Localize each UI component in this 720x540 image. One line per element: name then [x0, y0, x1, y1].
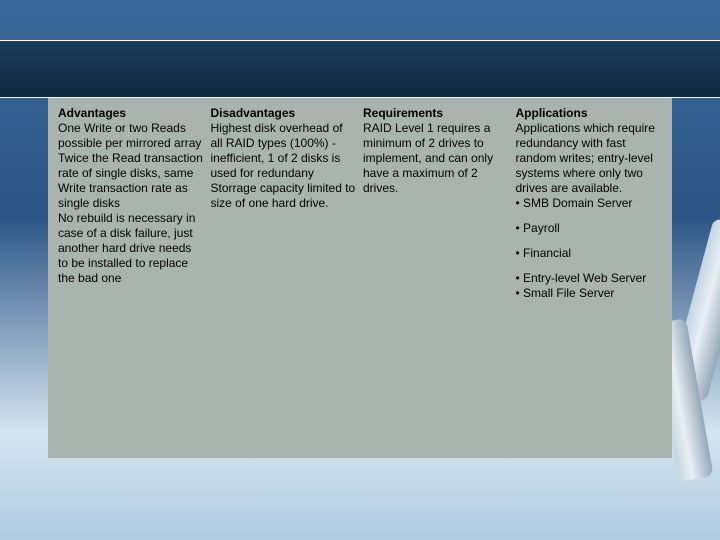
- column-heading: Advantages: [58, 106, 205, 121]
- column-advantages: Advantages One Write or two Reads possib…: [58, 106, 211, 301]
- column-heading: Requirements: [363, 106, 510, 121]
- content-panel: Advantages One Write or two Reads possib…: [48, 98, 672, 458]
- header-band: [0, 40, 720, 98]
- bullet-item: • Payroll: [516, 221, 663, 236]
- column-requirements: Requirements RAID Level 1 requires a min…: [363, 106, 516, 301]
- column-body: Highest disk overhead of all RAID types …: [211, 121, 358, 211]
- columns-container: Advantages One Write or two Reads possib…: [58, 106, 662, 301]
- bullet-item: • Financial: [516, 246, 663, 261]
- column-heading: Applications: [516, 106, 663, 121]
- column-body: Applications which require redundancy wi…: [516, 121, 663, 211]
- column-body: RAID Level 1 requires a minimum of 2 dri…: [363, 121, 510, 196]
- column-heading: Disadvantages: [211, 106, 358, 121]
- bullet-item: • Entry-level Web Server • Small File Se…: [516, 271, 663, 301]
- column-applications: Applications Applications which require …: [516, 106, 663, 301]
- column-body: One Write or two Reads possible per mirr…: [58, 121, 205, 286]
- column-disadvantages: Disadvantages Highest disk overhead of a…: [211, 106, 364, 301]
